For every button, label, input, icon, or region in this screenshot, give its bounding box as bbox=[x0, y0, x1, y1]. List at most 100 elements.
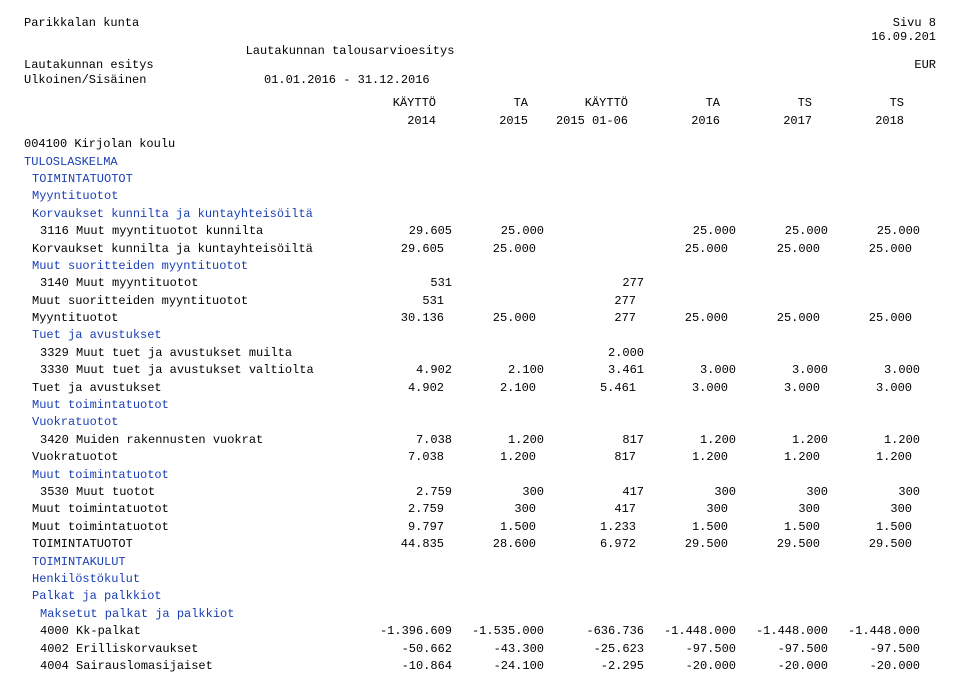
cell: 1.200 bbox=[820, 449, 912, 466]
cell: 1.200 bbox=[736, 432, 828, 449]
table-row: 4000 Kk-palkat -1.396.609 -1.535.000 -63… bbox=[24, 623, 936, 640]
cell: 25.000 bbox=[444, 241, 536, 258]
cell: 25.000 bbox=[644, 223, 736, 240]
report-page: Parikkalan kunta Sivu 8 16.09.201 Lautak… bbox=[24, 16, 936, 675]
table-row: Myyntituotot 30.136 25.000 277 25.000 25… bbox=[24, 310, 936, 327]
cell: 25.000 bbox=[728, 310, 820, 327]
cell bbox=[452, 345, 544, 362]
cell: 1.200 bbox=[644, 432, 736, 449]
cell bbox=[828, 345, 920, 362]
column-header-row-2: 2014 2015 2015 01-06 2016 2017 2018 bbox=[24, 113, 936, 130]
cell: 25.000 bbox=[636, 241, 728, 258]
header-date: 16.09.201 bbox=[871, 30, 936, 44]
table-row: Muut toimintatuotot 9.797 1.500 1.233 1.… bbox=[24, 519, 936, 536]
header-subtitle: Lautakunnan talousarvioesitys bbox=[24, 44, 936, 58]
col-h1a: KÄYTTÖ bbox=[344, 95, 436, 112]
table-row: 4004 Sairauslomasijaiset -10.864 -24.100… bbox=[24, 658, 936, 675]
row-label: 4000 Kk-palkat bbox=[24, 623, 360, 640]
cell: 277 bbox=[536, 310, 636, 327]
cell: -1.396.609 bbox=[360, 623, 452, 640]
cell: 531 bbox=[352, 293, 444, 310]
cell: 3.000 bbox=[644, 362, 736, 379]
cell: 1.200 bbox=[636, 449, 728, 466]
cell: -97.500 bbox=[644, 641, 736, 658]
cell: 25.000 bbox=[452, 223, 544, 240]
cell bbox=[544, 223, 644, 240]
group-korvaukset: Korvaukset kunnilta ja kuntayhteisöiltä bbox=[24, 206, 936, 223]
header-left-3: Ulkoinen/Sisäinen bbox=[24, 72, 264, 89]
header-line-2: Lautakunnan esitys EUR bbox=[24, 58, 936, 72]
cell: 2.000 bbox=[544, 345, 644, 362]
cell bbox=[644, 275, 736, 292]
cell: 1.200 bbox=[444, 449, 536, 466]
cell: 3.000 bbox=[736, 362, 828, 379]
group-myyntituotot: Myyntituotot bbox=[24, 188, 936, 205]
row-label: Muut suoritteiden myyntituotot bbox=[24, 293, 352, 310]
cell: 2.100 bbox=[452, 362, 544, 379]
cell: -50.662 bbox=[360, 641, 452, 658]
col-h5a: TS bbox=[720, 95, 812, 112]
group-maksetut-palkat: Maksetut palkat ja palkkiot bbox=[24, 606, 936, 623]
cell bbox=[644, 345, 736, 362]
row-label: Muut toimintatuotot bbox=[24, 519, 352, 536]
cell: 7.038 bbox=[360, 432, 452, 449]
col-h3b: 2015 01-06 bbox=[528, 113, 628, 130]
table-row: Muut suoritteiden myyntituotot 531 277 bbox=[24, 293, 936, 310]
group-muut-toimintatuotot-1: Muut toimintatuotot bbox=[24, 397, 936, 414]
table-row: Korvaukset kunnilta ja kuntayhteisöiltä … bbox=[24, 241, 936, 258]
row-label: Tuet ja avustukset bbox=[24, 380, 352, 397]
section-code: 004100 Kirjolan koulu bbox=[24, 136, 936, 153]
cell: -24.100 bbox=[452, 658, 544, 675]
header-left-2: Lautakunnan esitys bbox=[24, 58, 154, 72]
cell: 29.605 bbox=[360, 223, 452, 240]
cell: -43.300 bbox=[452, 641, 544, 658]
cell: 1.500 bbox=[820, 519, 912, 536]
cell: 300 bbox=[452, 484, 544, 501]
header-currency: EUR bbox=[914, 58, 936, 72]
cell: -2.295 bbox=[544, 658, 644, 675]
cell: -20.000 bbox=[736, 658, 828, 675]
cell bbox=[828, 275, 920, 292]
row-label: Myyntituotot bbox=[24, 310, 352, 327]
col-h6a: TS bbox=[812, 95, 904, 112]
cell: 3.461 bbox=[544, 362, 644, 379]
cell: -97.500 bbox=[828, 641, 920, 658]
row-label: 3420 Muiden rakennusten vuokrat bbox=[24, 432, 360, 449]
cell bbox=[728, 293, 820, 310]
col-h3a: KÄYTTÖ bbox=[528, 95, 628, 112]
col-h4b: 2016 bbox=[628, 113, 720, 130]
cell: 817 bbox=[544, 432, 644, 449]
cell: 3.000 bbox=[820, 380, 912, 397]
table-row: Tuet ja avustukset 4.902 2.100 5.461 3.0… bbox=[24, 380, 936, 397]
row-label: 4004 Sairauslomasijaiset bbox=[24, 658, 360, 675]
cell: -636.736 bbox=[544, 623, 644, 640]
cell: -10.864 bbox=[360, 658, 452, 675]
cell: 25.000 bbox=[728, 241, 820, 258]
cell: -20.000 bbox=[828, 658, 920, 675]
cell: 1.500 bbox=[444, 519, 536, 536]
cell: 3.000 bbox=[728, 380, 820, 397]
cell: -1.535.000 bbox=[452, 623, 544, 640]
table-row: 3330 Muut tuet ja avustukset valtiolta 4… bbox=[24, 362, 936, 379]
col-h1b: 2014 bbox=[344, 113, 436, 130]
table-row: Vuokratuotot 7.038 1.200 817 1.200 1.200… bbox=[24, 449, 936, 466]
cell: 277 bbox=[536, 293, 636, 310]
cell bbox=[444, 293, 536, 310]
cell: 3.000 bbox=[636, 380, 728, 397]
org-name: Parikkalan kunta bbox=[24, 16, 139, 30]
header-line-3: Ulkoinen/Sisäinen 01.01.2016 - 31.12.201… bbox=[24, 72, 936, 89]
cell: 417 bbox=[544, 484, 644, 501]
cell: -1.448.000 bbox=[644, 623, 736, 640]
cell: 25.000 bbox=[444, 310, 536, 327]
table-row: Muut toimintatuotot 2.759 300 417 300 30… bbox=[24, 501, 936, 518]
row-label: 4002 Erilliskorvaukset bbox=[24, 641, 360, 658]
table-row: 4002 Erilliskorvaukset -50.662 -43.300 -… bbox=[24, 641, 936, 658]
col-h4a: TA bbox=[628, 95, 720, 112]
cell: -25.623 bbox=[544, 641, 644, 658]
group-toimintatuotot: TOIMINTATUOTOT bbox=[24, 171, 936, 188]
row-label: 3530 Muut tuotot bbox=[24, 484, 360, 501]
group-palkat: Palkat ja palkkiot bbox=[24, 588, 936, 605]
cell bbox=[636, 293, 728, 310]
cell bbox=[360, 345, 452, 362]
cell: 817 bbox=[536, 449, 636, 466]
